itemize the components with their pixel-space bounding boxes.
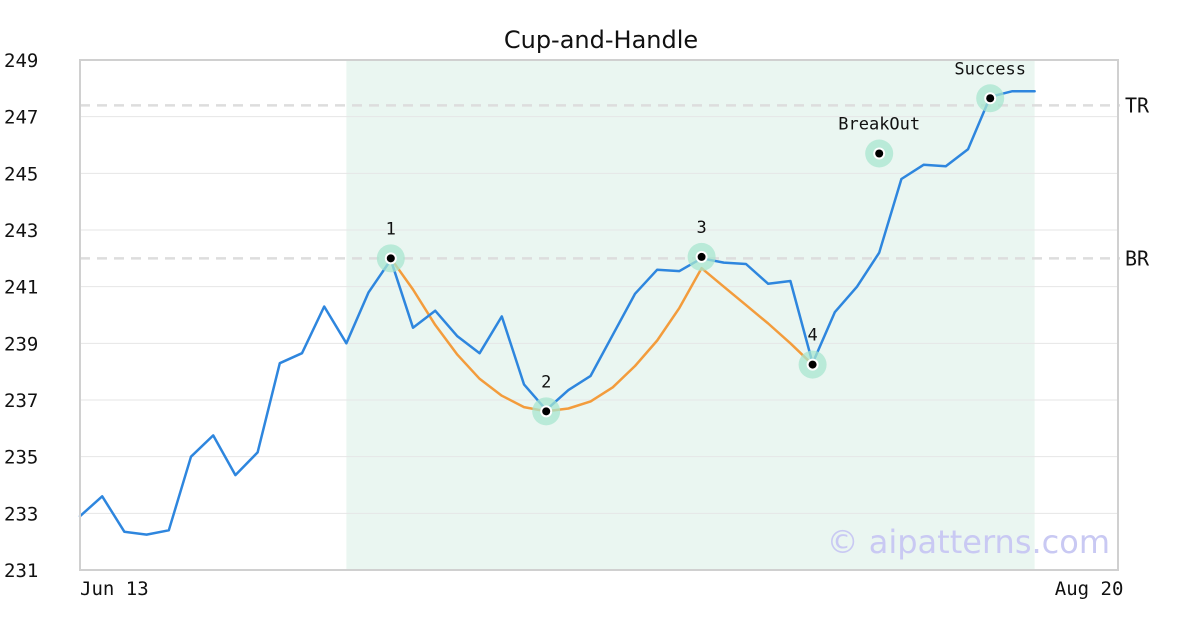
x-tick-label: Aug 20 [1055,578,1124,600]
y-tick-label: 239 [4,333,38,355]
point-marker [986,94,995,103]
point-label: 3 [696,218,706,238]
pattern-region [346,60,1035,570]
point-label: BreakOut [838,115,920,135]
point-label: 2 [541,372,551,392]
y-axis-ticks: 231 233 235 237 239 241 243 245 247 249 [4,50,38,582]
y-tick-label: 237 [4,390,38,412]
x-axis-ticks: Jun 13 Aug 20 [80,578,1123,600]
y-tick-label: 231 [4,560,38,582]
y-tick-label: 247 [4,107,38,129]
point-marker [386,254,395,263]
point-label: 4 [807,326,817,346]
y-tick-label: 235 [4,447,38,469]
y-tick-label: 245 [4,163,38,185]
point-marker [808,360,817,369]
point-marker [697,252,706,261]
price-series [78,89,1036,536]
pattern-line [389,257,814,413]
point-marker [542,407,551,416]
point-label: 1 [386,219,396,239]
y-tick-label: 233 [4,503,38,525]
plot-frame [79,59,1119,571]
pattern-region-band [346,60,1035,570]
point-marker [875,149,884,158]
point-label: Success [954,59,1026,79]
level-lines: TR BR [80,93,1150,270]
level-label: TR [1125,93,1150,117]
y-tick-label: 249 [4,50,38,72]
price-line [78,89,1036,536]
x-tick-label: Jun 13 [80,578,149,600]
pattern-curve [389,257,814,413]
chart-title: Cup-and-Handle [504,26,698,54]
y-tick-label: 243 [4,220,38,242]
plot-border [79,59,1119,571]
pattern-points: 1 2 3 4 BreakOut Success [376,59,1026,426]
y-tick-label: 241 [4,277,38,299]
watermark: © aipatterns.com [827,523,1110,561]
level-label: BR [1125,246,1150,270]
